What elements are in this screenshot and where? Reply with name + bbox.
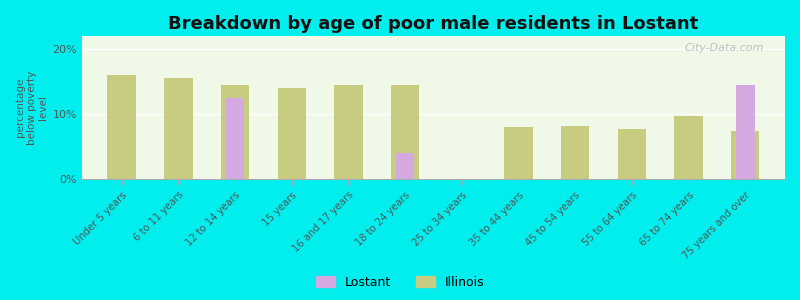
Bar (618, 129, 646, 179)
Bar (504, 127, 533, 179)
Bar (226, 98, 244, 179)
Bar (334, 85, 362, 179)
Legend: Lostant, Illinois: Lostant, Illinois (311, 271, 489, 294)
Title: Breakdown by age of poor male residents in Lostant: Breakdown by age of poor male residents … (168, 15, 698, 33)
Bar (736, 85, 754, 179)
Bar (396, 153, 414, 179)
Bar (221, 85, 250, 179)
Y-axis label: percentage
below poverty
level: percentage below poverty level (15, 70, 48, 145)
Bar (164, 78, 193, 179)
Bar (391, 85, 419, 179)
Bar (278, 88, 306, 179)
Bar (107, 75, 136, 179)
Bar (561, 126, 590, 179)
Bar (674, 116, 702, 179)
Bar (731, 130, 759, 179)
Text: City-Data.com: City-Data.com (685, 43, 764, 53)
